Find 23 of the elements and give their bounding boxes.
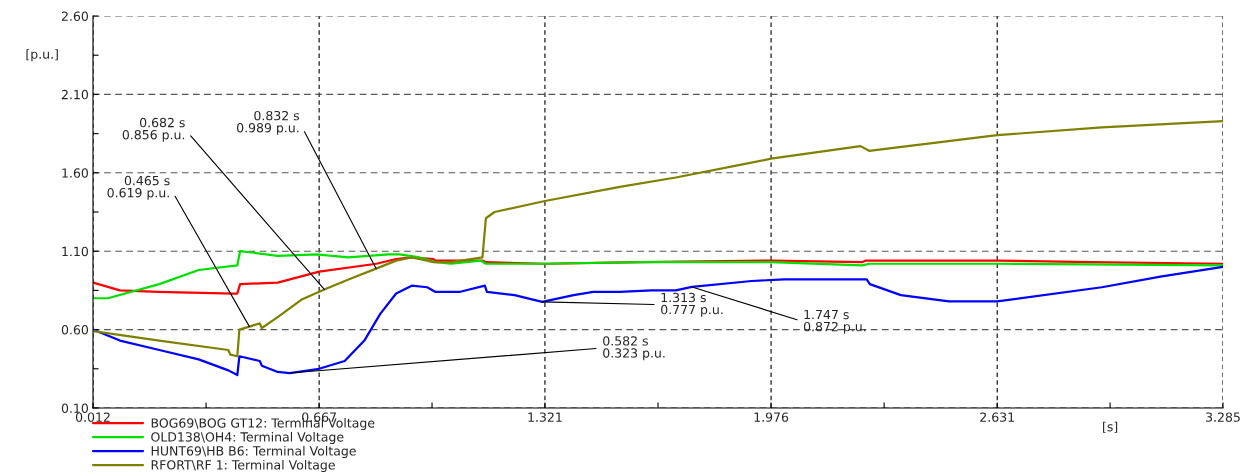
y-tick-label: 2.10 xyxy=(61,89,88,100)
x-axis-title: [s] xyxy=(1103,421,1118,433)
y-tick-label: 0.10 xyxy=(61,403,88,413)
x-tick-label: 1.321 xyxy=(528,412,562,422)
y-tick-label: 1.10 xyxy=(62,246,88,257)
y-tick-label: 2.60 xyxy=(61,11,88,21)
annotation: 0.832 s 0.989 p.u. xyxy=(236,110,300,135)
legend-label: HUNT69\HB B6: Terminal Voltage xyxy=(151,445,356,459)
legend-label: OLD138\OH4: Terminal Voltage xyxy=(151,431,344,445)
y-axis-title: [p.u.] xyxy=(26,49,58,62)
annotation: 1.313 s 0.777 p.u. xyxy=(661,292,723,317)
annotation: 0.682 s 0.856 p.u. xyxy=(122,117,185,142)
line-series xyxy=(93,265,1223,377)
y-tick-label: 1.60 xyxy=(62,168,88,178)
annotation: 0.582 s 0.323 p.u. xyxy=(603,336,665,361)
x-tick-label: 0.012 xyxy=(75,412,110,422)
annotation: 1.747 s 0.872 p.u. xyxy=(803,309,866,334)
y-tick-label: 0.60 xyxy=(61,325,88,335)
annotation: 0.465 s 0.619 p.u. xyxy=(107,175,170,200)
legend-label: RFORT\RF 1: Terminal Voltage xyxy=(151,459,335,472)
x-tick-label: 1.976 xyxy=(754,412,789,422)
x-tick-label: 3.285 xyxy=(1206,412,1240,422)
x-tick-label: 2.631 xyxy=(980,412,1014,422)
